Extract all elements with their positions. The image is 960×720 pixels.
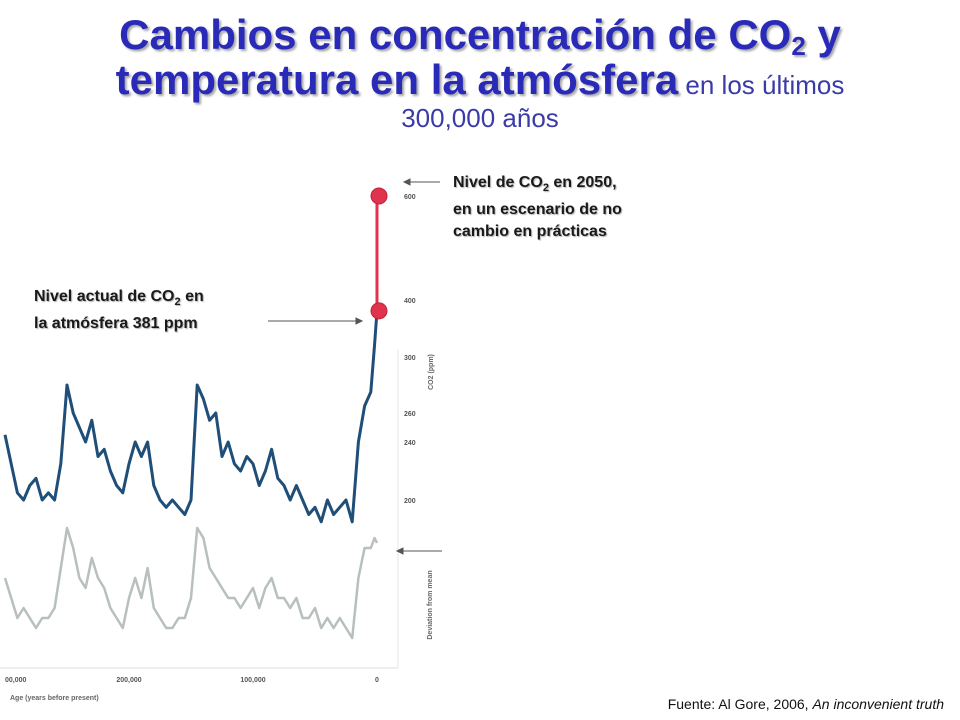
arrow-temp-head bbox=[395, 547, 404, 555]
x-tick-1: 200,000 bbox=[116, 677, 141, 684]
co2-tick-600: 600 bbox=[404, 194, 416, 201]
series-temperature-line bbox=[3, 526, 379, 640]
title-line-2-rest: en los últimos bbox=[678, 70, 845, 100]
title-line-2-bold: temperatura en la atmósfera bbox=[115, 56, 679, 103]
annotation-2050-line-2: en un escenario de no bbox=[453, 201, 622, 219]
marker-2050 bbox=[370, 187, 388, 205]
title-line-3: 300,000 años bbox=[401, 103, 559, 133]
source-citation: Fuente: Al Gore, 2006, An inconvenient t… bbox=[667, 696, 944, 712]
annotation-current-line-2: la atmósfera 381 ppm bbox=[34, 315, 198, 333]
x-tick-3: 0 bbox=[375, 677, 379, 684]
arrow-current-head bbox=[355, 317, 364, 325]
x-tick-0: 00,000 bbox=[5, 677, 27, 684]
series-co2-line bbox=[3, 310, 379, 524]
arrow-2050-head bbox=[402, 178, 411, 186]
co2-tick-300: 300 bbox=[404, 355, 416, 362]
annotation-2050: Nivel de CO2 en 2050, en un escenario de… bbox=[453, 172, 622, 243]
series-group bbox=[3, 187, 388, 640]
annotation-arrows bbox=[268, 178, 442, 555]
temperature-axis-label: Deviation from mean bbox=[427, 570, 434, 639]
x-axis-label: Age (years before present) bbox=[10, 695, 99, 702]
co2-tick-260: 260 bbox=[404, 411, 416, 418]
annotation-2050-line-1: Nivel de CO2 en 2050, bbox=[453, 174, 617, 195]
annotation-current-line-1: Nivel actual de CO2 en bbox=[34, 288, 204, 309]
co2-tick-400: 400 bbox=[404, 298, 416, 305]
co2-tick-labels: 600 400 300 260 240 200 bbox=[404, 194, 416, 505]
marker-current bbox=[370, 302, 388, 320]
co2-axis-label: CO2 (ppm) bbox=[428, 354, 435, 390]
x-tick-labels: 00,000 200,000 100,000 0 bbox=[5, 677, 379, 684]
annotation-2050-line-3: cambio en prácticas bbox=[453, 223, 607, 241]
page-title: Cambios en concentración de CO2 y temper… bbox=[0, 11, 960, 133]
chart-background bbox=[0, 175, 448, 705]
co2-tick-200: 200 bbox=[404, 498, 416, 505]
title-line-1: Cambios en concentración de CO2 y bbox=[119, 11, 841, 61]
co2-tick-240: 240 bbox=[404, 440, 416, 447]
annotation-current: Nivel actual de CO2 en la atmósfera 381 … bbox=[34, 286, 204, 335]
x-tick-2: 100,000 bbox=[240, 677, 265, 684]
